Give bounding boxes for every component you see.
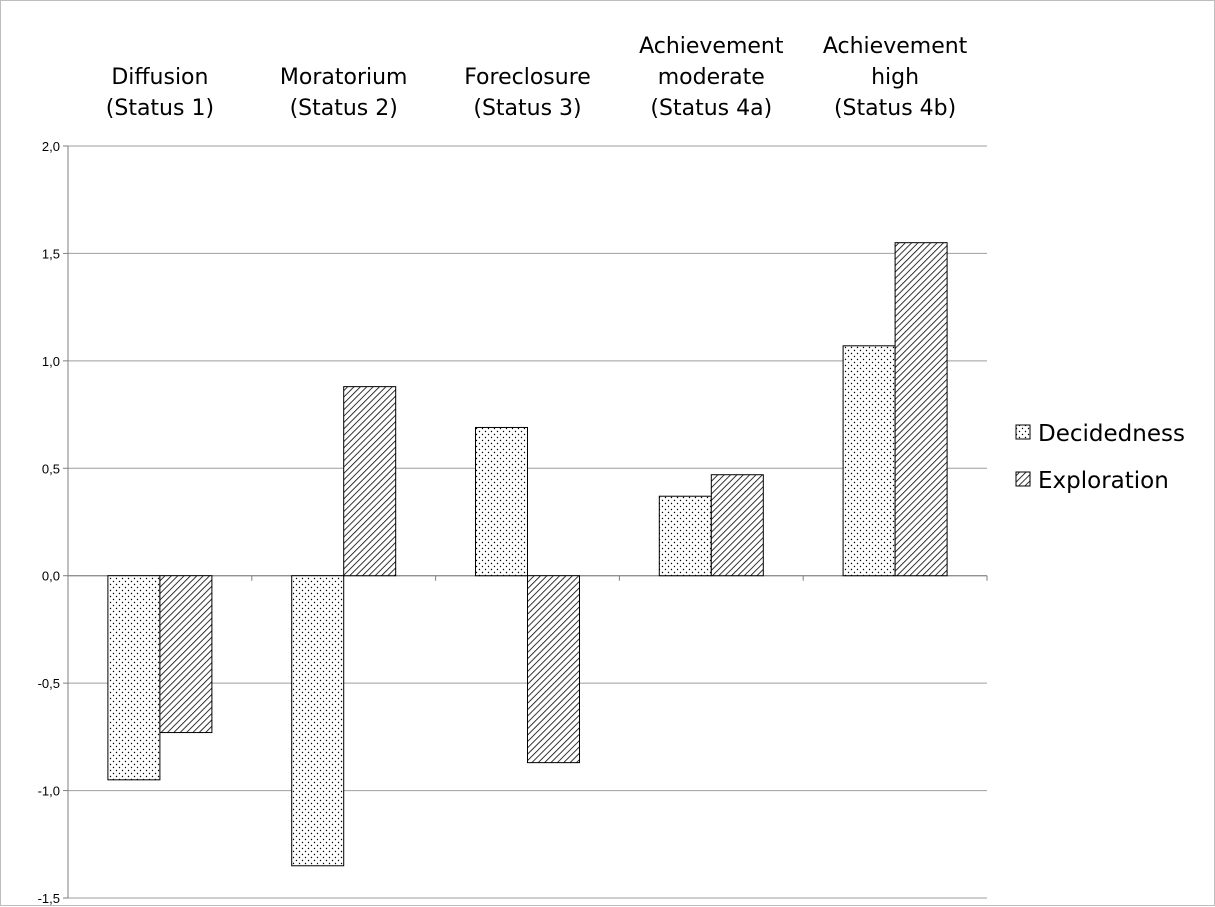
legend-swatch-decidedness xyxy=(1015,424,1031,440)
y-tick-label: 0,0 xyxy=(42,569,60,584)
category-label: (Status 1) xyxy=(106,96,214,121)
category-labels: Diffusion (Status 1) Moratorium (Status 2) F… xyxy=(106,34,968,121)
y-tick-label: 1,0 xyxy=(42,354,60,369)
bar-exploration xyxy=(159,575,213,734)
bar-exploration xyxy=(527,575,580,764)
bar-decidedness xyxy=(842,345,896,577)
category-label: (Status 4a) xyxy=(650,96,772,121)
bar-decidedness xyxy=(658,495,712,577)
y-tick-label: -1,0 xyxy=(38,784,60,799)
y-tick-label: 1,5 xyxy=(42,246,60,261)
category-label: Achievement xyxy=(823,34,968,59)
legend-label: Decidedness xyxy=(1038,421,1185,447)
bars xyxy=(107,242,948,867)
y-tick-label: -1,5 xyxy=(38,891,60,906)
bar-exploration xyxy=(343,386,397,577)
category-label: (Status 3) xyxy=(473,96,581,121)
category-label: moderate xyxy=(658,65,765,90)
y-tick-label: 0,5 xyxy=(42,461,60,476)
bar-decidedness xyxy=(107,575,161,781)
legend-swatch-exploration xyxy=(1015,471,1031,487)
bar-exploration xyxy=(894,242,948,577)
bar-decidedness xyxy=(291,575,345,867)
category-label: Moratorium xyxy=(280,65,408,90)
category-label: Diffusion xyxy=(111,65,208,90)
bar-exploration xyxy=(710,474,764,577)
category-label: (Status 2) xyxy=(290,96,398,121)
legend: Decidedness Exploration xyxy=(1015,421,1185,494)
axes: -1,5 -1,0 -0,5 0,0 0,5 1,0 1,5 2,0 xyxy=(38,139,988,906)
y-tick-label: -0,5 xyxy=(38,676,60,691)
legend-label: Exploration xyxy=(1038,468,1169,494)
bar-decidedness xyxy=(475,426,528,577)
category-label: Foreclosure xyxy=(464,65,591,90)
category-label: Achievement xyxy=(639,34,784,59)
y-tick-label: 2,0 xyxy=(42,139,60,154)
category-label: high xyxy=(871,65,919,90)
category-label: (Status 4b) xyxy=(834,96,956,121)
